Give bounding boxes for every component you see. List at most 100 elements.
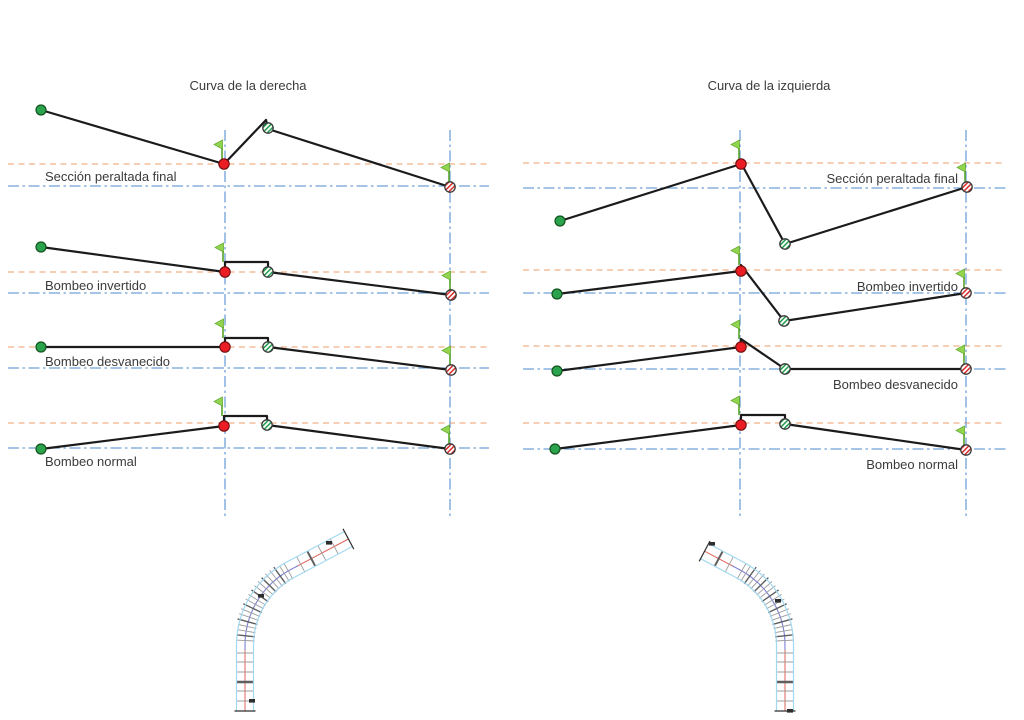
- station-tick: [769, 608, 790, 617]
- station-tick: [242, 603, 263, 614]
- cross-slope-line: [39, 245, 227, 274]
- station-tick: [763, 594, 782, 606]
- station-flag-icon: [956, 162, 966, 182]
- station-tick: [237, 629, 256, 634]
- station-tick: [724, 556, 734, 573]
- green-start-marker: [35, 104, 47, 116]
- station-flag-icon: [214, 318, 224, 338]
- red-pivot-marker: [218, 420, 230, 432]
- station-flag-icon: [440, 162, 450, 182]
- red-pivot-marker: [219, 266, 231, 278]
- cross-slope-row: [35, 104, 456, 193]
- station-label-mark: [775, 599, 781, 603]
- row-label-bombeo-invertido: Bombeo invertido: [857, 279, 958, 294]
- superelevation-panel-left: [8, 104, 489, 517]
- row-label-seccion-peraltada-final: Sección peraltada final: [45, 169, 177, 184]
- panel-title-left-curve: Curva de la izquierda: [708, 78, 832, 93]
- cross-slope-line: [266, 345, 453, 372]
- cross-slope-line: [739, 337, 787, 371]
- station-flag-icon: [730, 139, 740, 159]
- station-tick: [237, 618, 258, 626]
- red-pivot-marker: [219, 341, 231, 353]
- station-tick: [236, 634, 255, 638]
- station-tick: [773, 624, 792, 629]
- station-tick: [265, 573, 280, 590]
- superelevation-panel-right: [523, 130, 1006, 517]
- cross-slope-line: [223, 260, 270, 274]
- station-flag-icon: [730, 319, 740, 339]
- station-tick: [254, 585, 271, 599]
- road-plan-right-curve: [234, 528, 355, 712]
- red-hatched-marker: [444, 181, 456, 193]
- cross-slope-row: [554, 139, 973, 250]
- red-pivot-marker: [735, 158, 747, 170]
- cross-slope-line: [222, 414, 269, 428]
- alignment-centerline: [704, 550, 735, 568]
- red-hatched-marker: [444, 443, 456, 455]
- cross-slope-line: [265, 423, 452, 451]
- station-label-mark: [709, 542, 715, 546]
- green-hatched-marker: [261, 419, 273, 431]
- red-pivot-marker: [735, 419, 747, 431]
- station-tick: [240, 608, 261, 617]
- row-label-bombeo-normal: Bombeo normal: [866, 457, 958, 472]
- station-flag-icon: [441, 270, 451, 290]
- red-hatched-marker: [961, 181, 973, 193]
- station-tick: [766, 598, 785, 610]
- green-start-marker: [35, 341, 47, 353]
- road-edge-line: [252, 545, 353, 711]
- station-tick: [772, 618, 793, 626]
- station-tick: [743, 566, 757, 585]
- station-tick: [269, 570, 283, 587]
- station-tick: [239, 613, 259, 621]
- station-flag-icon: [441, 345, 451, 365]
- station-tick: [296, 556, 306, 573]
- road-end-cap: [342, 528, 355, 550]
- cross-slope-line: [783, 422, 968, 452]
- station-tick: [759, 585, 776, 599]
- cross-slope-row: [551, 245, 972, 327]
- station-tick: [771, 613, 791, 621]
- station-tick: [279, 565, 290, 582]
- station-label-mark: [787, 709, 793, 713]
- road-edge-line: [708, 543, 795, 711]
- station-flag-icon: [213, 396, 223, 416]
- cross-slope-line: [266, 127, 452, 189]
- station-tick: [747, 570, 761, 587]
- station-flag-icon: [214, 242, 224, 262]
- green-hatched-marker: [262, 266, 274, 278]
- station-tick: [273, 566, 287, 585]
- row-label-bombeo-invertido: Bombeo invertido: [45, 278, 146, 293]
- red-hatched-marker: [445, 289, 457, 301]
- cross-slope-row: [35, 241, 457, 301]
- cross-slope-line: [39, 108, 226, 166]
- station-flag-icon: [730, 245, 740, 265]
- cross-slope-line: [223, 336, 270, 349]
- station-tick: [774, 629, 793, 634]
- cross-slope-line: [555, 269, 743, 296]
- station-tick: [317, 545, 327, 561]
- cross-slope-row: [549, 395, 972, 456]
- station-tick: [283, 562, 294, 580]
- station-label-mark: [249, 699, 255, 703]
- cross-slope-row: [551, 319, 972, 377]
- panel-title-right-curve: Curva de la derecha: [189, 78, 307, 93]
- green-hatched-marker: [779, 363, 791, 375]
- station-tick: [775, 639, 794, 642]
- green-hatched-marker: [262, 122, 274, 134]
- station-tick: [261, 577, 277, 593]
- station-tick: [248, 594, 267, 606]
- station-tick: [756, 581, 773, 596]
- red-pivot-marker: [735, 341, 747, 353]
- station-label-mark: [326, 541, 332, 545]
- red-hatched-marker: [960, 363, 972, 375]
- cross-slope-line: [39, 424, 226, 451]
- row-label-bombeo-normal: Bombeo normal: [45, 454, 137, 469]
- station-tick: [761, 589, 780, 603]
- station-tick: [736, 562, 747, 580]
- station-tick: [775, 634, 794, 638]
- station-tick: [750, 573, 765, 590]
- station-tick: [753, 577, 769, 593]
- cross-slope-line: [782, 291, 968, 323]
